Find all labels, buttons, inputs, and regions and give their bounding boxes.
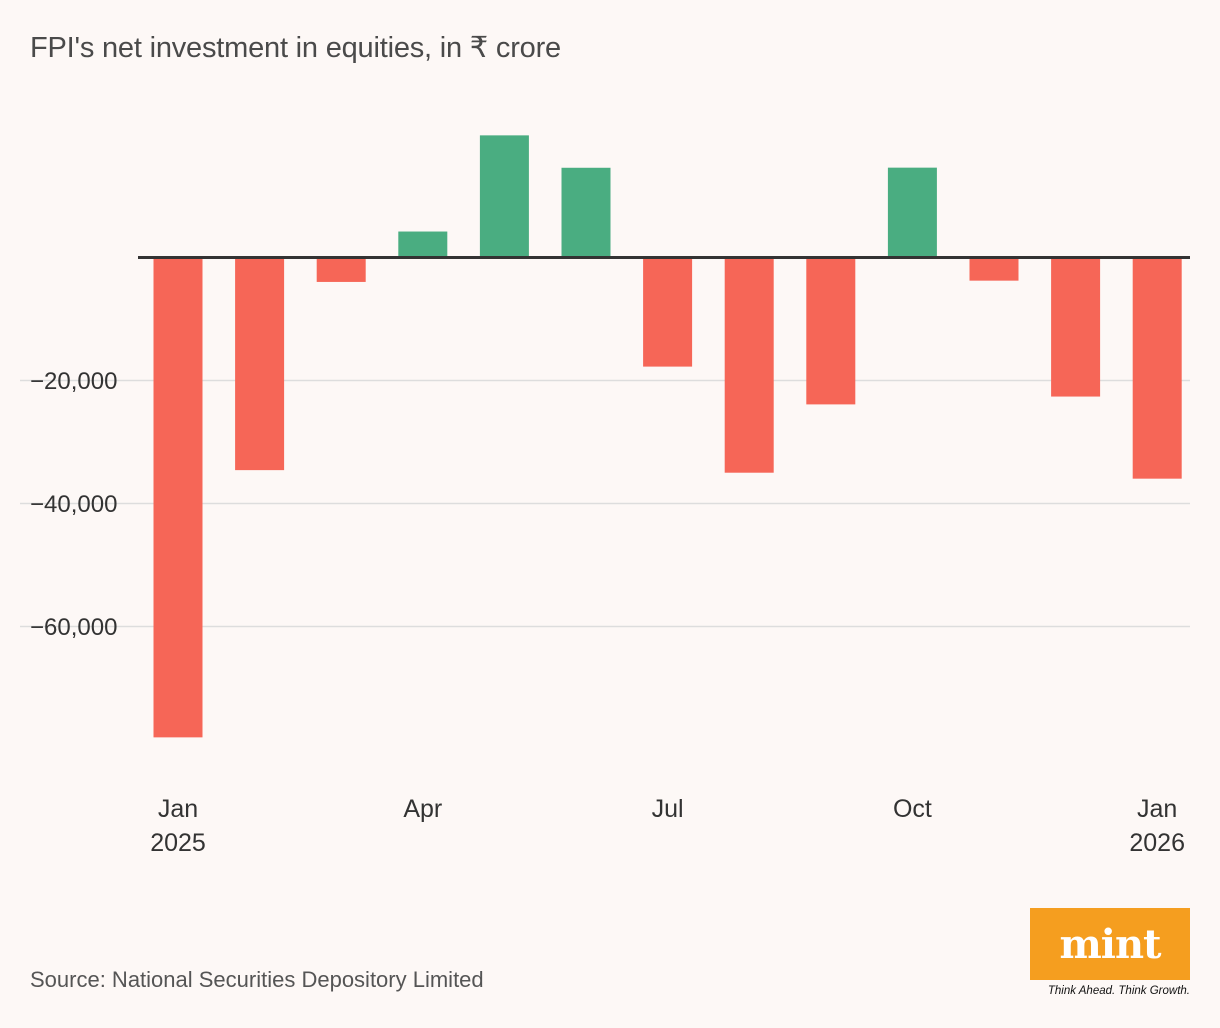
y-axis-tick-labels: −20,000 −40,000 −60,000 [30, 368, 117, 641]
bar-nov-2025 [969, 257, 1019, 281]
mint-logo: mint [1030, 908, 1190, 980]
bars [153, 135, 1182, 738]
bar-jun-2025 [561, 167, 611, 258]
bar-mar-2025 [316, 257, 366, 282]
bar-jul-2025 [643, 257, 693, 367]
bar-may-2025 [479, 135, 529, 258]
gridlines [20, 379, 1190, 628]
bar-feb-2025 [235, 257, 285, 471]
x-tick-label-4: Jan [1137, 795, 1177, 823]
y-tick-label-1: −40,000 [30, 491, 117, 518]
x-tick-label-2: Jul [652, 795, 684, 823]
source-note: Source: National Securities Depository L… [30, 967, 484, 992]
bar-aug-2025 [724, 257, 774, 473]
logo-tagline: Think Ahead. Think Growth. [1047, 985, 1190, 997]
x-tick-label-0: Jan [158, 795, 198, 823]
bar-sep-2025 [806, 257, 856, 405]
x-tick-year-0: 2025 [150, 829, 206, 857]
logo-wordmark: mint [1059, 920, 1161, 968]
x-tick-year-4: 2026 [1129, 829, 1185, 857]
x-axis-tick-labels: Jan 2025 Apr Jul Oct Jan 2026 [150, 795, 1185, 857]
bar-oct-2025 [887, 167, 937, 258]
bar-dec-2025 [1051, 257, 1101, 397]
y-tick-label-2: −60,000 [30, 614, 117, 641]
chart-title: FPI's net investment in equities, in ₹ c… [30, 32, 561, 64]
x-tick-label-3: Oct [893, 795, 932, 823]
x-tick-label-1: Apr [403, 795, 442, 823]
bar-apr-2025 [398, 231, 448, 258]
bar-jan-2026 [1132, 257, 1182, 479]
bar-jan-2025 [153, 257, 203, 738]
y-tick-label-0: −20,000 [30, 368, 117, 395]
